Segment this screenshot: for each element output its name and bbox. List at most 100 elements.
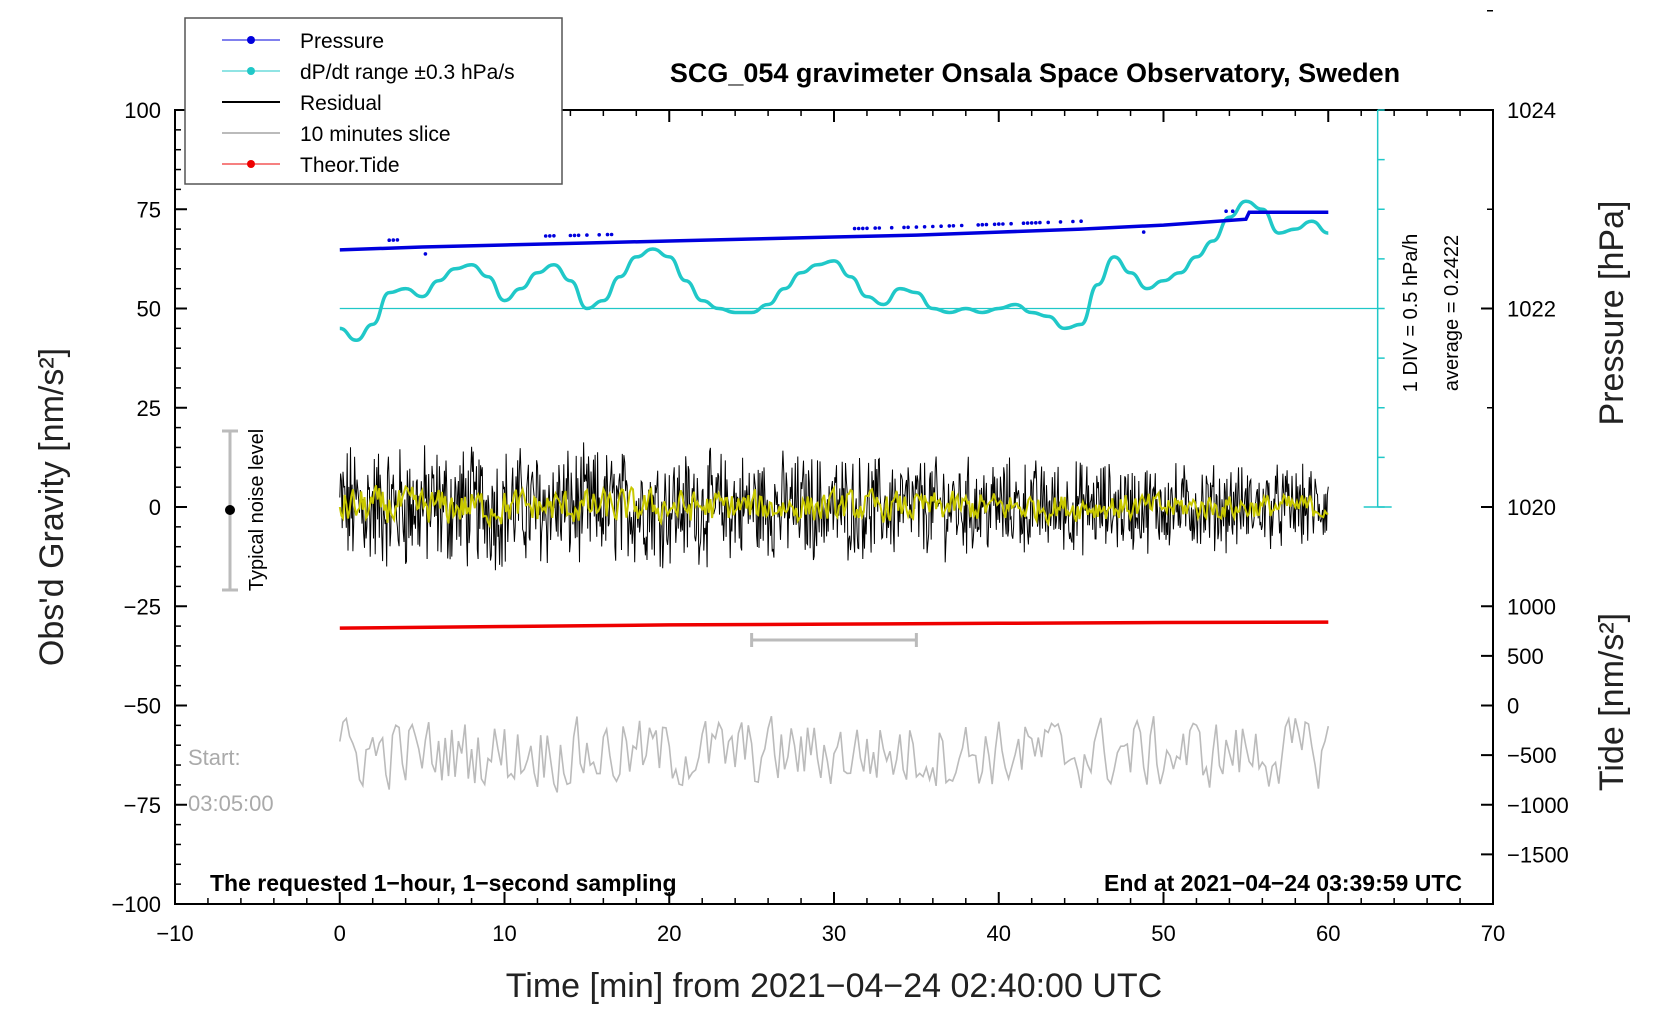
pressure-series: [339, 210, 1329, 252]
pressure-dot: [387, 238, 392, 242]
y-tick-label: 25: [137, 396, 161, 421]
smoothed-residual-series: [338, 484, 1329, 530]
tide-tick-label: 1000: [1507, 594, 1556, 619]
pressure-dot: [548, 234, 552, 238]
pressure-dot: [984, 222, 989, 227]
pressure-dot: [391, 238, 396, 242]
x-axis-label: Time [min] from 2021−04−24 02:40:00 UTC: [506, 967, 1162, 1005]
legend-item-residual: Residual: [222, 92, 382, 115]
pressure-dot: [976, 223, 980, 227]
pressure-dot: [585, 233, 589, 237]
pressure-dot: [568, 233, 573, 238]
y-axis-tide-label: Tide [nm/s²]: [1593, 613, 1631, 791]
dpdt-series: [339, 199, 1329, 343]
y-axis-left-ticks: −100 −75 −50 −25 0 25 50 75 100: [111, 98, 187, 917]
legend-item-slice: 10 minutes slice: [222, 123, 451, 146]
pressure-dot: [1034, 221, 1038, 225]
pressure-dot: [951, 224, 956, 228]
pressure-dot: [877, 226, 882, 230]
x-tick-label: 50: [1151, 921, 1175, 946]
residual-series: [339, 442, 1329, 571]
pressure-dot: [947, 224, 952, 228]
pressure-dot: [1029, 221, 1034, 225]
pressure-dot: [1141, 230, 1146, 234]
pressure-dot: [856, 226, 861, 231]
pressure-dot: [939, 224, 943, 228]
y-tick-label: 75: [137, 197, 161, 222]
pressure-dot: [1025, 221, 1030, 225]
pressure-tick-label: 1024: [1507, 98, 1556, 123]
pressure-dot: [997, 222, 1001, 226]
legend-item-tide: Theor.Tide: [222, 154, 400, 177]
dpdt-scale: [339, 109, 1392, 508]
pressure-dot: [852, 226, 857, 231]
svg-text:10 minutes slice: 10 minutes slice: [300, 123, 451, 146]
noise-level-label: Typical noise level: [246, 429, 268, 591]
y-tick-label: 50: [137, 297, 161, 322]
pressure-dot: [861, 226, 865, 231]
x-tick-label: 30: [822, 921, 846, 946]
pressure-dot: [922, 225, 927, 229]
pressure-dot: [889, 225, 894, 230]
tide-tick-label: −500: [1507, 743, 1557, 768]
x-axis-ticks: −10 0 10 20 30 40 50 60 70: [156, 110, 1505, 946]
series-layer: [338, 199, 1330, 793]
y-axis-right-ticks: 1020 1022 1024 −1500 −1000 −500 0 500 1000: [1481, 10, 1569, 867]
y-tick-label: −75: [124, 793, 161, 818]
pressure-dot: [914, 225, 919, 229]
x-tick-label: −10: [156, 921, 193, 946]
pressure-dot: [1046, 220, 1050, 225]
pressure-dot: [959, 223, 964, 228]
x-tick-label: 70: [1481, 921, 1505, 946]
legend-item-dpdt: dP/dt range ±0.3 hPa/s: [222, 61, 515, 84]
pressure-dot: [865, 226, 869, 231]
y-axis-pressure-label: Pressure [hPa]: [1593, 201, 1631, 426]
pressure-dot: [1021, 221, 1026, 225]
tide-tick-label: 0: [1507, 694, 1519, 719]
pressure-dot: [902, 225, 906, 230]
y-tick-label: −50: [124, 694, 161, 719]
pressure-tick-label: 1020: [1507, 495, 1556, 520]
pressure-dot: [576, 233, 581, 238]
x-tick-label: 40: [987, 921, 1011, 946]
pressure-dot: [906, 225, 910, 230]
svg-text:Residual: Residual: [300, 92, 382, 115]
pressure-dot: [395, 238, 400, 242]
svg-text:Pressure: Pressure: [300, 30, 384, 53]
slice-series: [339, 715, 1330, 793]
pressure-dot: [543, 234, 548, 238]
pressure-dot: [980, 222, 985, 227]
x-tick-label: 20: [657, 921, 681, 946]
pressure-dot: [873, 226, 877, 230]
svg-text:Theor.Tide: Theor.Tide: [300, 154, 400, 177]
tide-series: [339, 620, 1329, 630]
pressure-tick-label: 1022: [1507, 297, 1556, 322]
pressure-dot: [572, 233, 577, 238]
chart-title: SCG_054 gravimeter Onsala Space Observat…: [670, 58, 1400, 88]
start-label: Start:: [188, 745, 241, 770]
bottom-right-note: End at 2021−04−24 03:39:59 UTC: [1104, 870, 1462, 896]
pressure-dot: [1009, 221, 1013, 226]
pressure-dot: [552, 234, 556, 238]
pressure-dot: [992, 222, 997, 227]
legend: Pressure dP/dt range ±0.3 hPa/s Residual…: [184, 17, 563, 185]
pressure-dot: [931, 224, 935, 229]
pressure-dot: [605, 232, 610, 237]
pressure-dot: [609, 232, 614, 237]
x-tick-label: 0: [334, 921, 346, 946]
pressure-dot: [597, 233, 601, 237]
pressure-dot: [423, 252, 428, 256]
pressure-dot: [1079, 219, 1083, 223]
pressure-dot: [1224, 209, 1228, 213]
pressure-dot: [1001, 222, 1005, 226]
start-time: 03:05:00: [188, 791, 274, 816]
y-tick-label: 100: [124, 98, 161, 123]
y-tick-label: −25: [124, 594, 161, 619]
pressure-dot: [1071, 219, 1075, 224]
svg-text:dP/dt range ±0.3 hPa/s: dP/dt range ±0.3 hPa/s: [300, 61, 515, 84]
y-tick-label: 0: [149, 495, 161, 520]
average-label: average = 0.2422: [1441, 235, 1463, 391]
div-label: 1 DIV = 0.5 hPa/h: [1400, 234, 1422, 392]
x-tick-label: 10: [492, 921, 516, 946]
